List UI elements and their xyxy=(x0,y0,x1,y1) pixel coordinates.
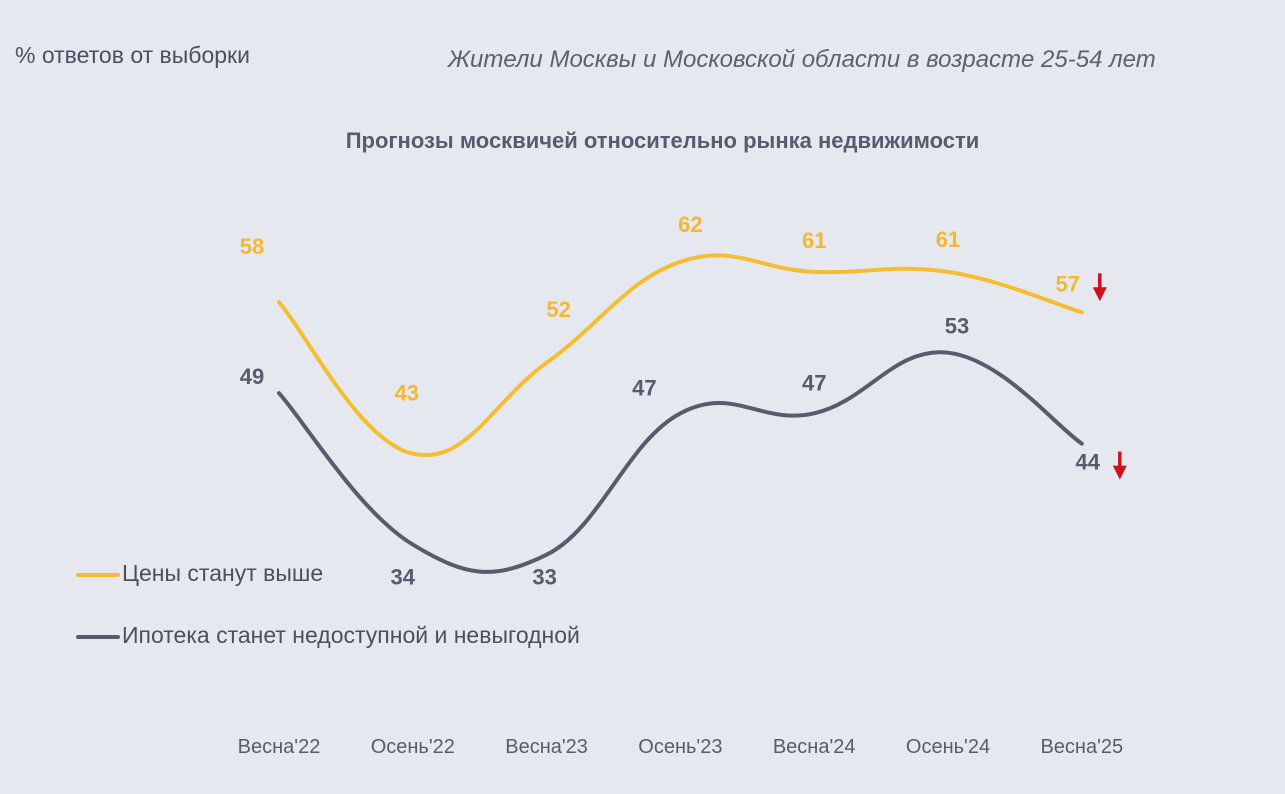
data-label: 43 xyxy=(395,381,419,406)
data-label: 47 xyxy=(802,370,826,395)
series-line-1 xyxy=(277,350,1084,574)
x-tick-label: Осень'24 xyxy=(906,736,990,758)
sample-note: Жители Москвы и Московской области в воз… xyxy=(448,46,1156,73)
data-label: 44 xyxy=(1076,450,1101,475)
legend-label-prices: Цены станут выше xyxy=(122,560,324,586)
legend-label-mortgage: Ипотека станет недоступной и невыгодной xyxy=(122,622,580,648)
legend-swatch-mortgage xyxy=(76,635,120,639)
legend-item-prices: Цены станут выше xyxy=(76,560,580,622)
data-label: 49 xyxy=(240,364,264,389)
data-label: 33 xyxy=(532,565,556,590)
data-label: 58 xyxy=(240,234,264,259)
x-tick-label: Весна'22 xyxy=(238,736,321,758)
data-label: 57 xyxy=(1056,271,1080,296)
unit-note: % ответов от выборки xyxy=(15,42,250,68)
trend-down-arrow-icon xyxy=(1092,273,1107,302)
legend-swatch-prices xyxy=(76,573,120,577)
x-tick-label: Осень'22 xyxy=(371,736,455,758)
data-label: 61 xyxy=(802,228,826,253)
data-label: 62 xyxy=(678,212,702,237)
chart-title: Прогнозы москвичей относительно рынка не… xyxy=(345,128,980,153)
data-label: 47 xyxy=(632,375,656,400)
x-tick-label: Весна'25 xyxy=(1040,736,1123,758)
data-label: 34 xyxy=(391,565,416,590)
data-label: 52 xyxy=(546,297,570,322)
legend: Цены станут выше Ипотека станет недоступ… xyxy=(76,560,580,684)
x-tick-label: Весна'24 xyxy=(773,736,856,758)
x-tick-label: Осень'23 xyxy=(638,736,722,758)
data-label: 61 xyxy=(936,227,960,252)
data-label: 53 xyxy=(945,314,969,339)
legend-item-mortgage: Ипотека станет недоступной и невыгодной xyxy=(76,622,580,684)
series-line-0 xyxy=(277,253,1084,458)
trend-down-arrow-icon xyxy=(1112,451,1127,480)
x-tick-label: Весна'23 xyxy=(505,736,588,758)
